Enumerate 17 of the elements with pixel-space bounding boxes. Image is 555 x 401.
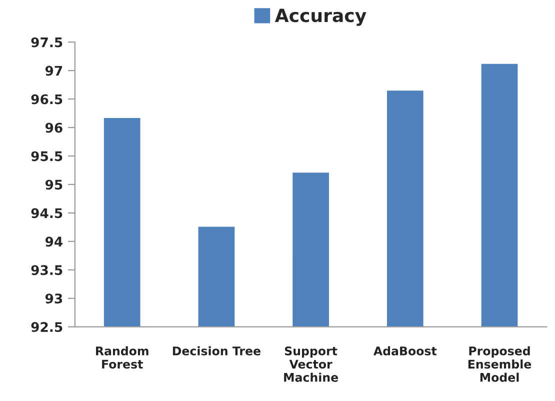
x-tick-label: Random Forest — [96, 346, 148, 369]
x-tick-label: Support Vector Machine — [284, 346, 338, 382]
y-tick-label: 95.5 — [31, 151, 62, 162]
y-tick-label: 97.5 — [31, 37, 62, 48]
y-tick-label: 94.5 — [31, 208, 62, 218]
x-tick-label: Decision Tree — [172, 346, 260, 356]
x-tick-label: Proposed Ensemble Model — [468, 346, 532, 382]
y-tick-label: 93 — [45, 294, 62, 304]
y-tick-label: 92.5 — [31, 322, 62, 332]
y-tick-label: 95 — [45, 180, 62, 190]
x-tick-label: AdaBoost — [373, 346, 437, 356]
y-tick-label: 97 — [45, 66, 62, 76]
y-tick-label: 93.5 — [31, 265, 62, 276]
y-tick-label: 96 — [45, 122, 62, 133]
legend-label: Accuracy — [274, 8, 366, 26]
y-tick-label: 96.5 — [31, 94, 62, 104]
y-tick-label: 94 — [45, 236, 63, 247]
